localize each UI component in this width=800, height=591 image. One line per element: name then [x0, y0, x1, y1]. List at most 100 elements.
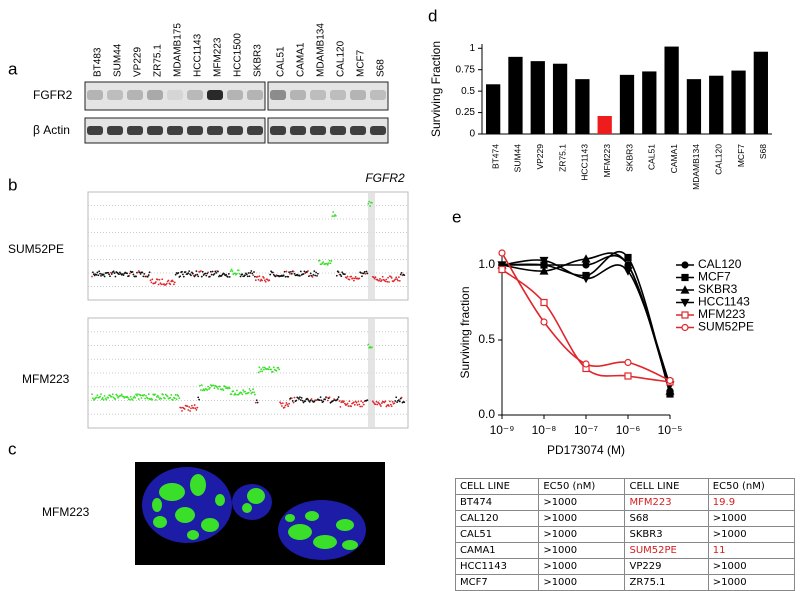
- blot-band: [290, 90, 306, 100]
- lane-label: MDAMB175: [173, 23, 184, 77]
- bar: [731, 70, 746, 134]
- cn-probe: [366, 399, 369, 402]
- cn-probe: [316, 274, 318, 277]
- cn-probe: [135, 275, 138, 278]
- x-tick-label: MFM223: [602, 144, 612, 178]
- data-point: [498, 249, 506, 257]
- x-tick-label: 10⁻⁸: [532, 423, 557, 437]
- cn-probe: [303, 270, 306, 273]
- cn-probe: [257, 278, 260, 281]
- cn-probe: [367, 343, 370, 346]
- cn-probe: [251, 391, 254, 394]
- cn-probe: [299, 399, 302, 401]
- blot-band: [107, 126, 123, 135]
- cn-probe: [178, 397, 181, 400]
- cn-probe: [241, 273, 244, 276]
- table-header-cell: EC50 (nM): [707, 478, 796, 495]
- cn-probe: [144, 397, 147, 400]
- legend-marker: [681, 273, 689, 282]
- cn-probe: [264, 280, 267, 283]
- table-cell: SKBR3: [624, 526, 709, 543]
- cn-probe: [162, 393, 165, 396]
- cn-probe: [256, 401, 259, 404]
- cn-probe: [209, 386, 211, 389]
- table-row: CAL120 >1000 S68 >1000: [454, 510, 796, 527]
- cn-probe: [100, 393, 102, 396]
- cn-probe: [147, 393, 150, 395]
- data-point: [623, 267, 633, 276]
- cn-probe: [139, 394, 142, 397]
- panel-label: a: [8, 59, 18, 78]
- cn-probe: [109, 275, 111, 278]
- cn-probe: [242, 389, 245, 391]
- cn-probe: [114, 275, 117, 278]
- cn-probe: [100, 274, 102, 277]
- cn-probe: [369, 205, 371, 207]
- cn-probe: [107, 271, 110, 274]
- cn-probe: [166, 395, 169, 398]
- cn-probe: [379, 403, 381, 406]
- cn-probe: [174, 394, 177, 396]
- cn-probe: [324, 398, 326, 401]
- cn-probe: [346, 275, 349, 278]
- cn-probe: [217, 388, 219, 390]
- cn-probe: [128, 272, 131, 275]
- cn-probe: [381, 275, 384, 278]
- cn-probe: [373, 277, 376, 280]
- table-cell: S68: [624, 510, 709, 527]
- cn-probe: [134, 396, 137, 399]
- cn-probe: [289, 272, 291, 275]
- cn-probe: [97, 274, 100, 277]
- table-cell: HCC1143: [454, 558, 540, 575]
- cn-probe: [343, 400, 345, 403]
- cn-probe: [390, 276, 393, 279]
- cn-probe: [236, 272, 238, 275]
- blot-band: [187, 90, 203, 100]
- table-cell: >1000: [538, 542, 626, 559]
- cn-probe: [394, 400, 397, 402]
- y-tick-label: 1.0: [478, 257, 495, 271]
- cn-probe: [295, 399, 298, 402]
- x-tick-label: 10⁻⁶: [616, 423, 641, 437]
- cn-probe: [396, 278, 398, 281]
- cn-probe: [114, 398, 117, 400]
- cn-probe: [183, 408, 186, 410]
- cn-probe: [248, 275, 251, 278]
- cn-probe: [398, 399, 400, 401]
- cn-probe: [187, 409, 190, 411]
- cn-probe: [214, 270, 217, 273]
- cn-probe: [182, 275, 185, 278]
- table-row: CAL51 >1000 SKBR3 >1000: [454, 526, 796, 543]
- data-point: [582, 360, 590, 368]
- cn-probe: [290, 397, 293, 400]
- lane-label: CAMA1: [296, 42, 307, 77]
- cn-probe: [290, 270, 292, 273]
- x-tick-label: MDAMB134: [691, 144, 701, 190]
- cn-probe: [131, 270, 134, 273]
- cn-probe: [113, 272, 116, 274]
- cn-probe: [298, 398, 300, 400]
- cn-probe: [98, 270, 101, 273]
- x-tick-label: 10⁻⁹: [490, 423, 515, 437]
- blot-band: [87, 126, 103, 135]
- cn-probe: [218, 385, 221, 388]
- cn-probe: [247, 391, 250, 394]
- cn-probe: [184, 271, 187, 273]
- y-tick-label: 0.25: [456, 107, 476, 118]
- table-cell: 19.9: [707, 494, 796, 511]
- blot-strip: [84, 81, 266, 111]
- cn-probe: [244, 274, 246, 277]
- cn-probe: [260, 368, 263, 371]
- cn-probe: [403, 401, 406, 404]
- legend-label: MCF7: [698, 270, 731, 284]
- cn-probe: [345, 277, 348, 279]
- cn-probe: [337, 271, 340, 274]
- lane-label: CAL120: [336, 40, 347, 77]
- cn-probe: [384, 280, 387, 283]
- cn-probe: [103, 275, 106, 278]
- cn-probe: [142, 275, 145, 278]
- fit-line: [501, 250, 671, 395]
- cn-probe: [188, 406, 191, 408]
- cn-probe: [371, 400, 374, 403]
- cn-probe: [330, 260, 333, 262]
